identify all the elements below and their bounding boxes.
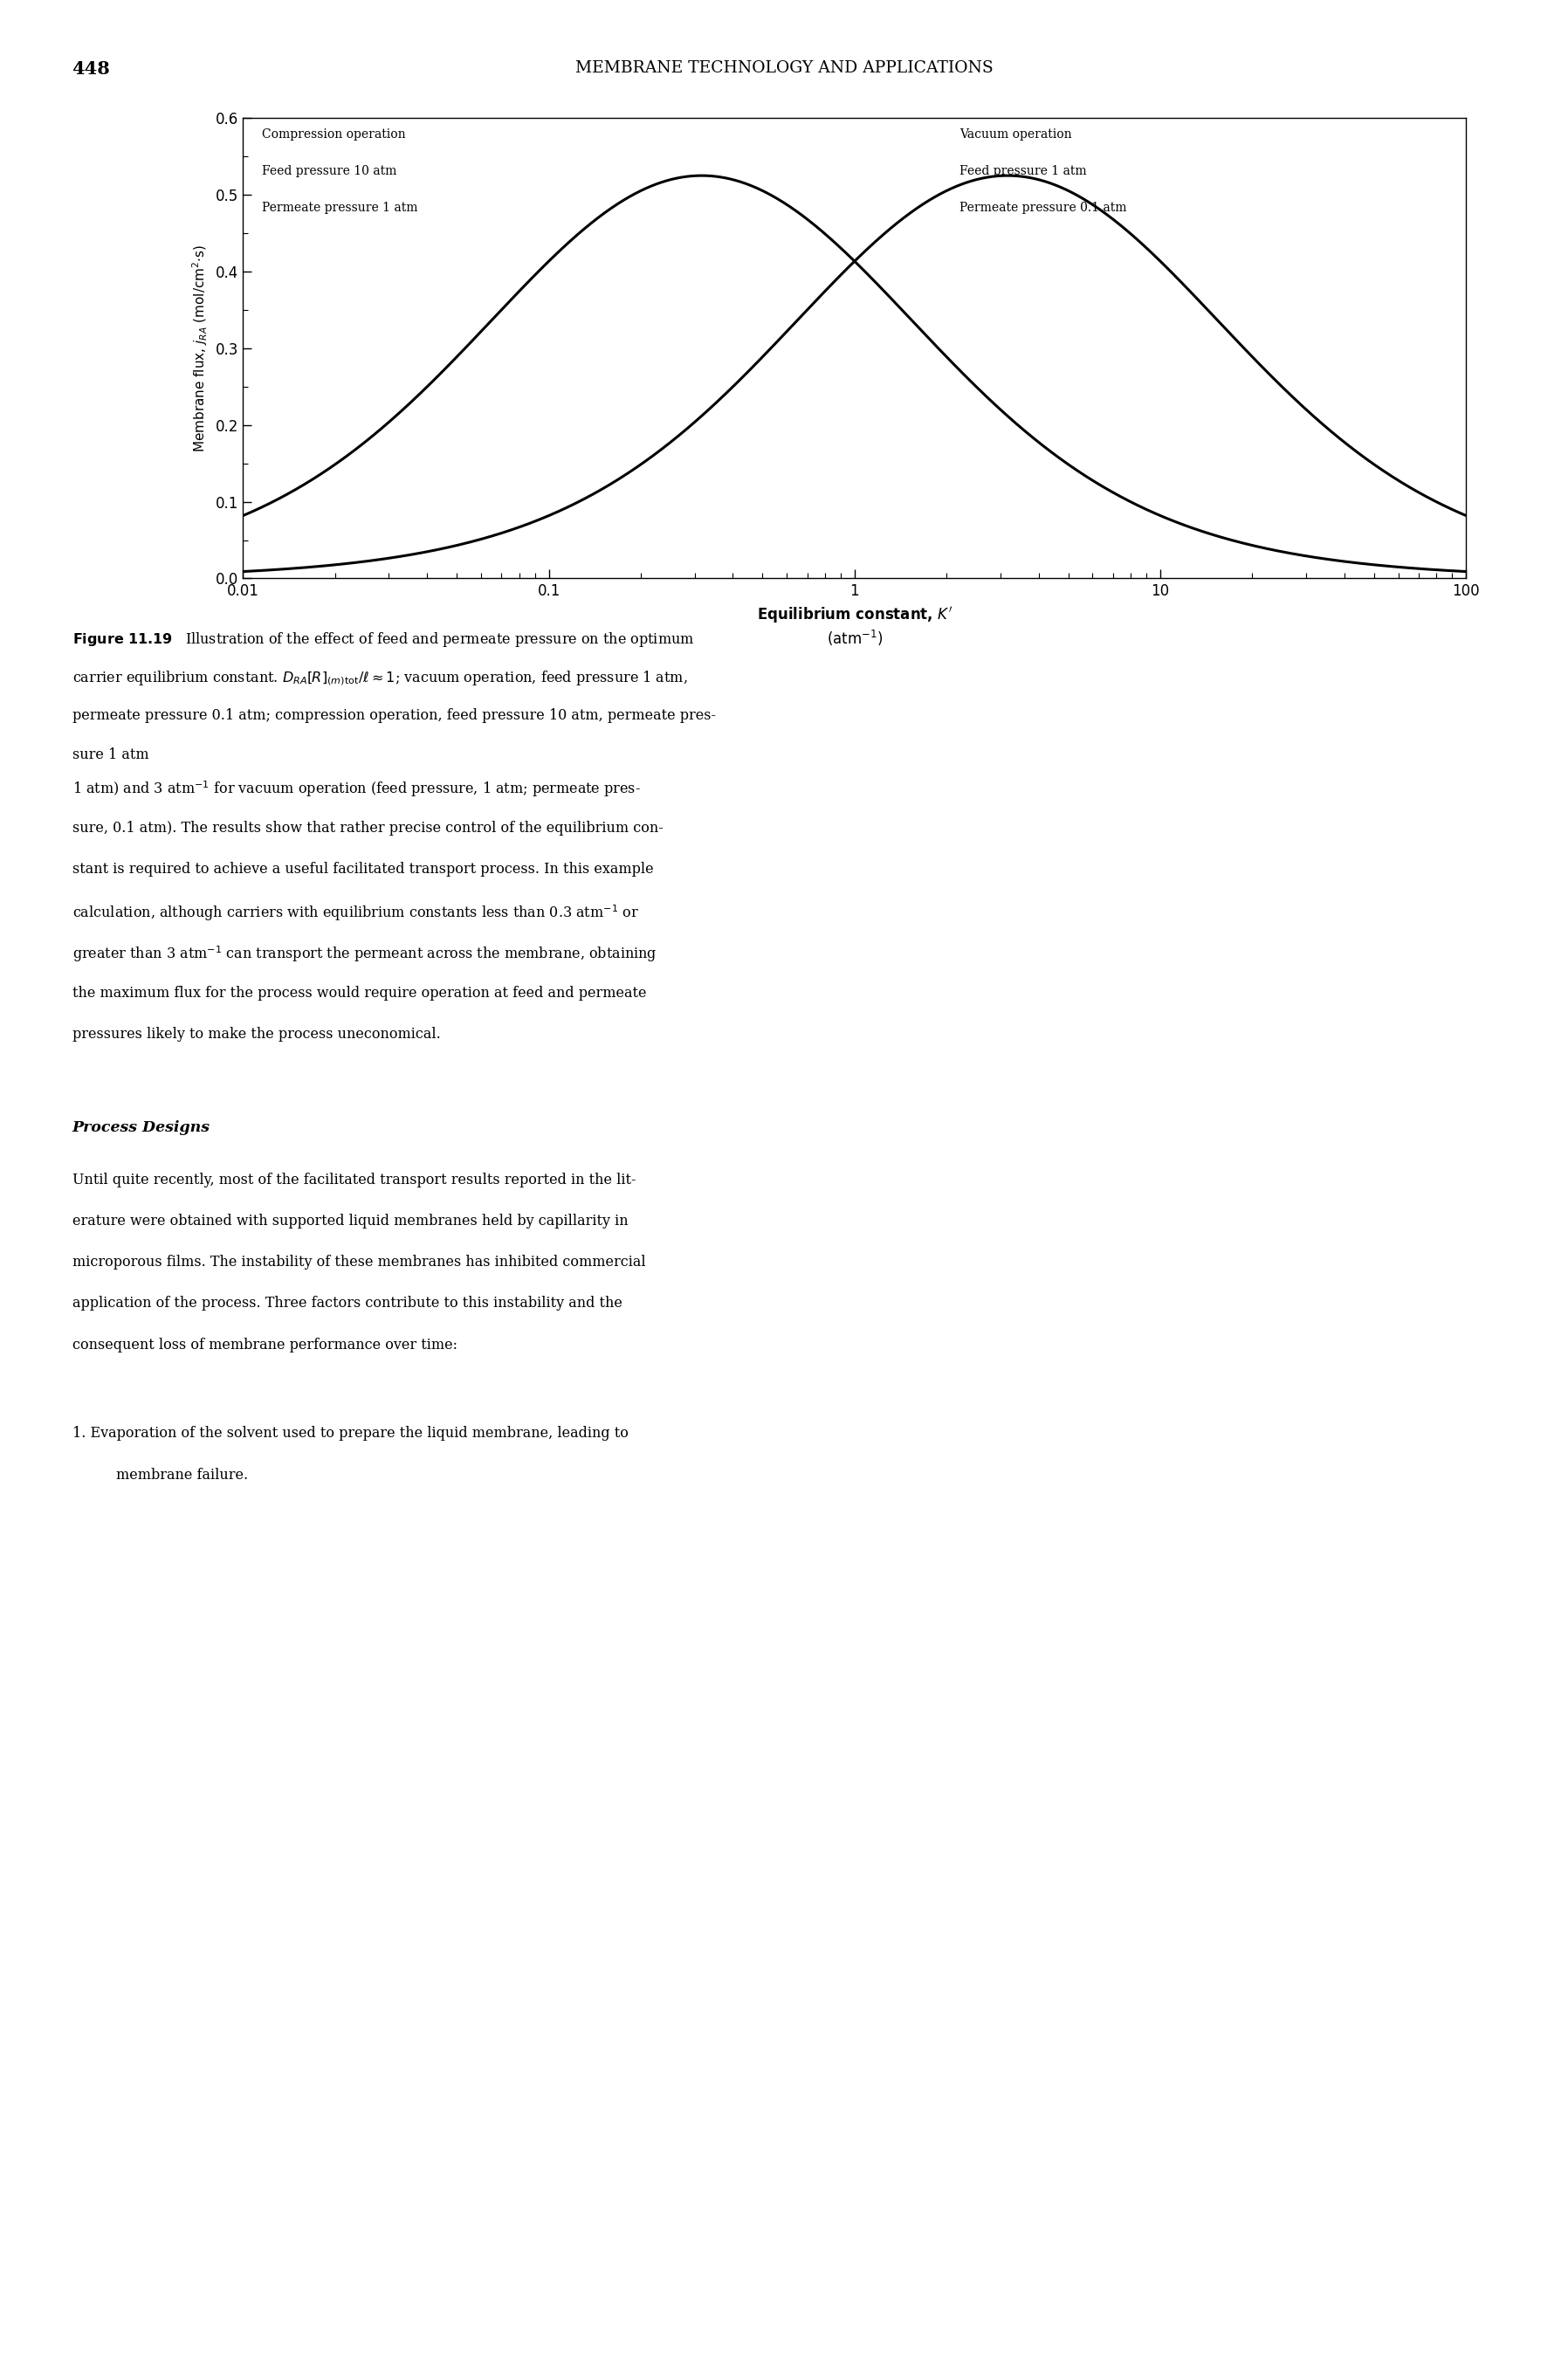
Text: sure, 0.1 atm). The results show that rather precise control of the equilibrium : sure, 0.1 atm). The results show that ra…	[72, 819, 663, 836]
Text: consequent loss of membrane performance over time:: consequent loss of membrane performance …	[72, 1339, 458, 1353]
Text: Vacuum operation: Vacuum operation	[960, 127, 1071, 139]
Text: Feed pressure 10 atm: Feed pressure 10 atm	[262, 165, 397, 177]
Text: microporous films. The instability of these membranes has inhibited commercial: microporous films. The instability of th…	[72, 1256, 646, 1270]
Text: 1 atm) and 3 atm$^{-1}$ for vacuum operation (feed pressure, 1 atm; permeate pre: 1 atm) and 3 atm$^{-1}$ for vacuum opera…	[72, 779, 640, 798]
Text: Until quite recently, most of the facilitated transport results reported in the : Until quite recently, most of the facili…	[72, 1173, 635, 1188]
Text: application of the process. Three factors contribute to this instability and the: application of the process. Three factor…	[72, 1296, 622, 1310]
Text: membrane failure.: membrane failure.	[116, 1469, 248, 1483]
Text: Permeate pressure 1 atm: Permeate pressure 1 atm	[262, 201, 417, 215]
Text: calculation, although carriers with equilibrium constants less than 0.3 atm$^{-1: calculation, although carriers with equi…	[72, 902, 638, 923]
Text: MEMBRANE TECHNOLOGY AND APPLICATIONS: MEMBRANE TECHNOLOGY AND APPLICATIONS	[575, 59, 993, 76]
Text: pressures likely to make the process uneconomical.: pressures likely to make the process une…	[72, 1027, 441, 1041]
Text: Permeate pressure 0.1 atm: Permeate pressure 0.1 atm	[960, 201, 1126, 215]
Text: Process Designs: Process Designs	[72, 1121, 210, 1136]
Text: carrier equilibrium constant. $D_{RA}[R]_{(m)\mathrm{tot}}/\ell \approx 1$; vacu: carrier equilibrium constant. $D_{RA}[R]…	[72, 671, 687, 687]
Text: 448: 448	[72, 59, 110, 78]
Text: permeate pressure 0.1 atm; compression operation, feed pressure 10 atm, permeate: permeate pressure 0.1 atm; compression o…	[72, 708, 715, 722]
Text: Feed pressure 1 atm: Feed pressure 1 atm	[960, 165, 1087, 177]
Text: the maximum flux for the process would require operation at feed and permeate: the maximum flux for the process would r…	[72, 987, 646, 1001]
Text: erature were obtained with supported liquid membranes held by capillarity in: erature were obtained with supported liq…	[72, 1214, 627, 1228]
Text: greater than 3 atm$^{-1}$ can transport the permeant across the membrane, obtain: greater than 3 atm$^{-1}$ can transport …	[72, 944, 657, 963]
Text: 1. Evaporation of the solvent used to prepare the liquid membrane, leading to: 1. Evaporation of the solvent used to pr…	[72, 1426, 629, 1440]
Y-axis label: Membrane flux, $j_{RA}$ (mol/cm$^2{\cdot}$s): Membrane flux, $j_{RA}$ (mol/cm$^2{\cdot…	[190, 243, 209, 453]
Text: Compression operation: Compression operation	[262, 127, 405, 139]
Text: sure 1 atm: sure 1 atm	[72, 746, 149, 763]
Text: $\bf{Figure\ 11.19}$   Illustration of the effect of feed and permeate pressure : $\bf{Figure\ 11.19}$ Illustration of the…	[72, 630, 695, 649]
Text: stant is required to achieve a useful facilitated transport process. In this exa: stant is required to achieve a useful fa…	[72, 862, 654, 876]
X-axis label: Equilibrium constant, $K'$
$(\mathrm{atm}^{-1})$: Equilibrium constant, $K'$ $(\mathrm{atm…	[757, 604, 952, 647]
